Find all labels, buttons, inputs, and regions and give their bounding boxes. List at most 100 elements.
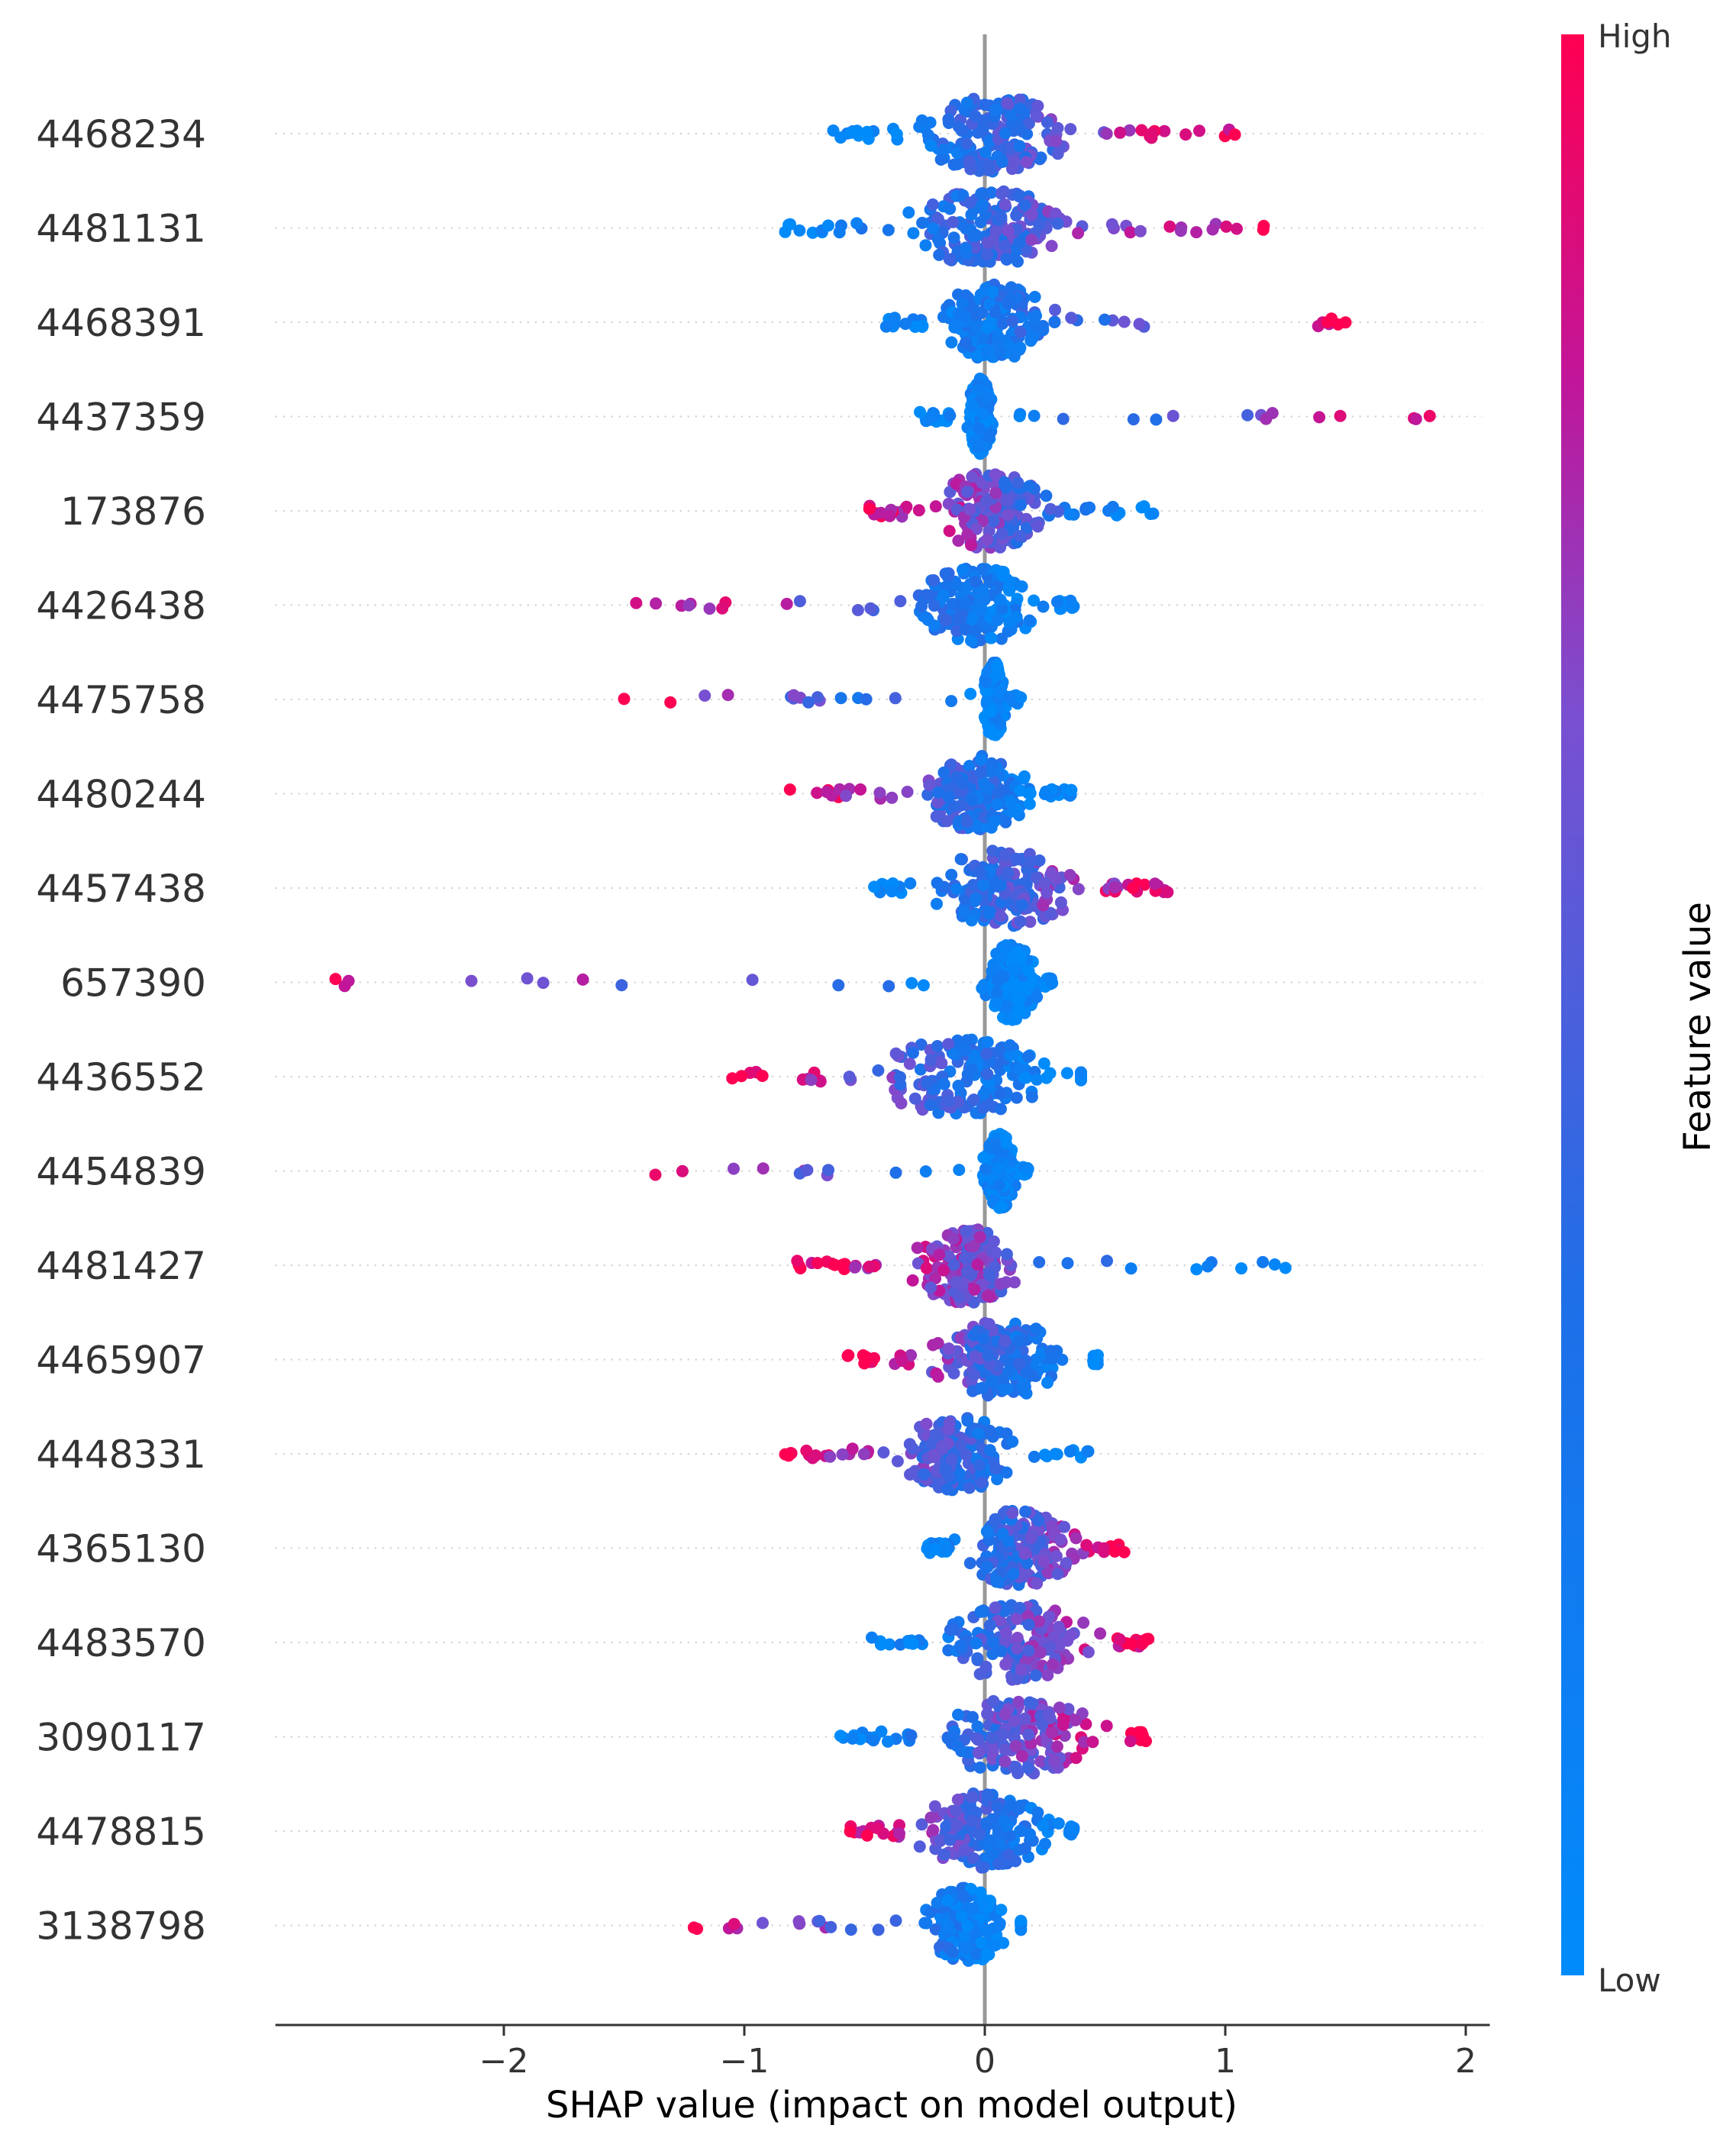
- x-tick-label: 0: [974, 2042, 995, 2081]
- shap-point: [966, 470, 979, 483]
- shap-point: [779, 225, 792, 238]
- shap-point: [1094, 1627, 1107, 1640]
- shap-point: [912, 504, 925, 517]
- shap-point: [979, 1923, 992, 1936]
- shap-point: [985, 631, 998, 644]
- shap-point: [966, 1791, 979, 1804]
- x-tick-label: 1: [1215, 2042, 1236, 2081]
- shap-point: [907, 1046, 919, 1059]
- shap-point: [1002, 867, 1015, 880]
- shap-point: [998, 476, 1011, 489]
- shap-point: [699, 690, 712, 702]
- shap-point: [939, 567, 952, 580]
- shap-point: [811, 1257, 824, 1270]
- shap-point: [953, 1290, 965, 1303]
- shap-point: [955, 1910, 968, 1923]
- shap-point: [960, 137, 973, 150]
- shap-point: [992, 1179, 1005, 1192]
- shap-point: [1018, 1712, 1031, 1725]
- shap-point: [1013, 1601, 1026, 1614]
- shap-point: [907, 227, 920, 240]
- shap-point: [970, 892, 983, 905]
- shap-point: [998, 1814, 1011, 1827]
- shap-point: [941, 815, 954, 828]
- shap-point: [977, 1102, 989, 1115]
- shap-point: [1106, 500, 1119, 513]
- shap-point: [961, 1414, 974, 1427]
- shap-point: [687, 1921, 700, 1934]
- shap-point: [976, 879, 989, 892]
- shap-point: [985, 1375, 998, 1387]
- shap-point: [924, 139, 937, 152]
- shap-point: [975, 766, 987, 779]
- shap-point: [1052, 1817, 1065, 1830]
- shap-point: [1002, 297, 1015, 310]
- feature-label: 4475758: [36, 678, 206, 722]
- shap-point: [981, 1067, 994, 1080]
- shap-point: [1072, 227, 1085, 240]
- shap-point: [1022, 964, 1035, 977]
- shap-point: [1004, 1039, 1017, 1051]
- shap-point: [936, 1439, 949, 1452]
- shap-point: [995, 1200, 1008, 1213]
- shap-point: [983, 1318, 995, 1330]
- shap-point: [923, 779, 936, 791]
- shap-point: [913, 1840, 926, 1853]
- shap-point: [1050, 134, 1063, 147]
- shap-point: [1060, 1067, 1073, 1080]
- shap-point: [980, 792, 993, 805]
- shap-point: [995, 156, 1008, 168]
- shap-point: [1105, 218, 1118, 231]
- shap-point: [989, 306, 1002, 318]
- shap-point: [1005, 694, 1018, 707]
- shap-point: [1057, 1718, 1070, 1731]
- shap-point: [952, 1080, 965, 1092]
- shap-point: [981, 533, 993, 546]
- shap-point: [872, 1923, 885, 1936]
- shap-point: [994, 593, 1007, 606]
- shap-point: [757, 1917, 769, 1930]
- shap-point: [576, 973, 589, 986]
- shap-point: [1231, 222, 1243, 235]
- shap-point: [969, 624, 982, 637]
- shap-point: [1002, 224, 1015, 237]
- shap-point: [1037, 1819, 1050, 1832]
- shap-point: [1025, 234, 1038, 246]
- shap-point: [883, 509, 896, 522]
- shap-point: [1108, 1545, 1121, 1558]
- shap-point: [1041, 1668, 1054, 1681]
- feature-row-guides: [275, 133, 1483, 1927]
- shap-point: [960, 486, 973, 499]
- shap-point: [1077, 1616, 1090, 1629]
- shap-point: [867, 1734, 880, 1747]
- shap-point: [950, 625, 963, 638]
- shap-point: [1028, 290, 1041, 303]
- shap-point: [802, 696, 815, 709]
- shap-point: [721, 689, 734, 702]
- shap-point: [1021, 1762, 1034, 1775]
- shap-point: [952, 1708, 964, 1721]
- shap-point: [1012, 994, 1025, 1007]
- shap-point: [940, 614, 953, 626]
- shap-point: [1030, 1323, 1043, 1335]
- shap-point: [832, 979, 845, 992]
- shap-point: [989, 103, 1002, 116]
- shap-point: [682, 599, 695, 612]
- shap-point: [939, 1543, 952, 1556]
- shap-point: [999, 1743, 1012, 1756]
- shap-point: [1050, 872, 1063, 885]
- shap-point: [863, 1260, 876, 1273]
- shap-point: [984, 706, 997, 719]
- shap-point: [1125, 1637, 1138, 1650]
- shap-point: [976, 408, 989, 421]
- shap-point: [874, 1638, 887, 1651]
- shap-point: [939, 1463, 952, 1476]
- shap-point: [1034, 151, 1047, 164]
- shap-point: [995, 1645, 1008, 1658]
- shap-point: [942, 1038, 955, 1051]
- shap-point: [1257, 1255, 1270, 1268]
- shap-point: [1022, 1728, 1035, 1741]
- shap-point: [1034, 1646, 1047, 1659]
- shap-point: [1179, 128, 1192, 141]
- shap-point: [995, 632, 1008, 645]
